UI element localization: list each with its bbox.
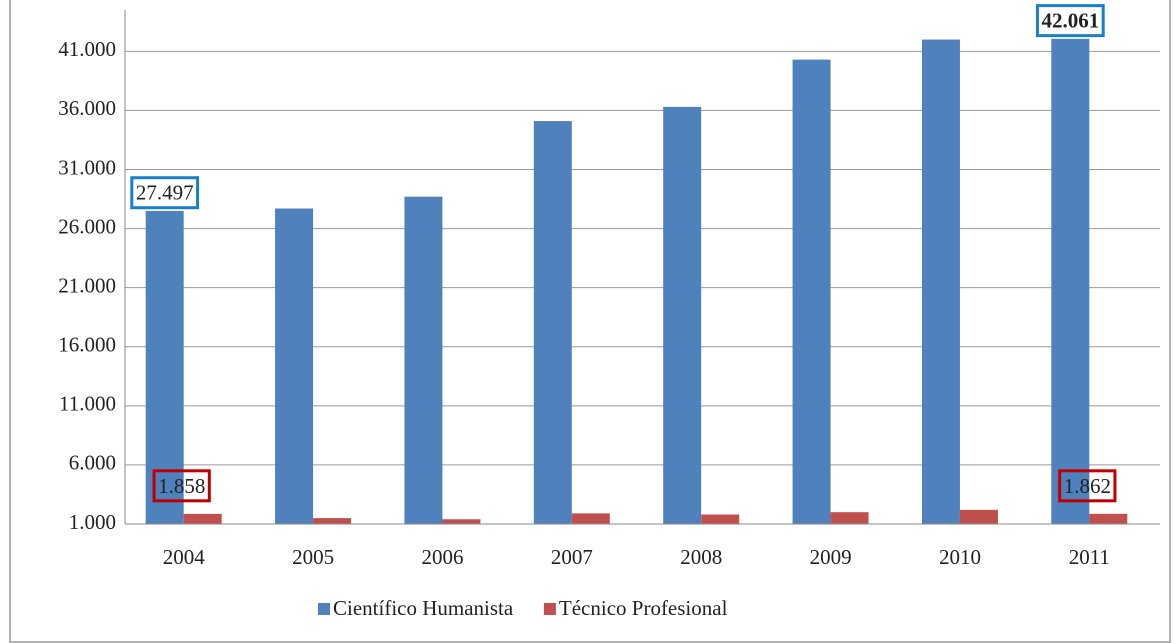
value-label-box bbox=[152, 469, 211, 503]
legend-swatch bbox=[318, 603, 330, 615]
legend-label: Científico Humanista bbox=[333, 596, 514, 620]
y-tick-label: 21.000 bbox=[58, 273, 116, 297]
bar bbox=[183, 513, 222, 524]
bar bbox=[701, 514, 740, 524]
value-label: 1.858 bbox=[158, 474, 205, 498]
bar bbox=[275, 208, 314, 524]
x-tick-label: 2007 bbox=[551, 545, 593, 569]
y-tick-label: 36.000 bbox=[58, 96, 116, 120]
bar bbox=[663, 106, 702, 524]
y-tick-label: 26.000 bbox=[58, 214, 116, 238]
y-tick-label: 1.000 bbox=[69, 510, 116, 534]
bar bbox=[830, 512, 869, 524]
y-tick-label: 41.000 bbox=[58, 37, 116, 61]
bar bbox=[313, 518, 352, 524]
value-label: 42.061 bbox=[1041, 9, 1099, 33]
x-tick-label: 2009 bbox=[810, 545, 852, 569]
x-tick-label: 2004 bbox=[163, 545, 206, 569]
x-tick-label: 2006 bbox=[421, 545, 463, 569]
bar bbox=[1089, 513, 1128, 524]
bar bbox=[1051, 38, 1090, 524]
value-label-box bbox=[1035, 4, 1105, 38]
bar bbox=[404, 196, 443, 524]
bar bbox=[533, 121, 572, 525]
bar bbox=[792, 59, 831, 524]
value-label: 27.497 bbox=[136, 181, 194, 205]
value-label-box bbox=[130, 176, 200, 210]
x-tick-label: 2010 bbox=[939, 545, 981, 569]
y-tick-label: 31.000 bbox=[58, 155, 116, 179]
x-tick-label: 2008 bbox=[680, 545, 722, 569]
legend-label: Técnico Profesional bbox=[559, 596, 728, 620]
bar bbox=[959, 509, 998, 524]
chart-frame bbox=[9, 0, 1171, 643]
x-tick-label: 2011 bbox=[1069, 545, 1110, 569]
x-tick-label: 2005 bbox=[292, 545, 334, 569]
value-label: 1.862 bbox=[1064, 474, 1111, 498]
y-tick-label: 6.000 bbox=[69, 451, 116, 475]
legend-swatch bbox=[543, 603, 556, 615]
y-tick-label: 11.000 bbox=[59, 392, 116, 416]
y-tick-label: 16.000 bbox=[58, 333, 116, 357]
bar bbox=[921, 39, 960, 525]
bar bbox=[571, 513, 610, 524]
bar bbox=[442, 519, 481, 524]
value-label-box bbox=[1058, 469, 1117, 503]
